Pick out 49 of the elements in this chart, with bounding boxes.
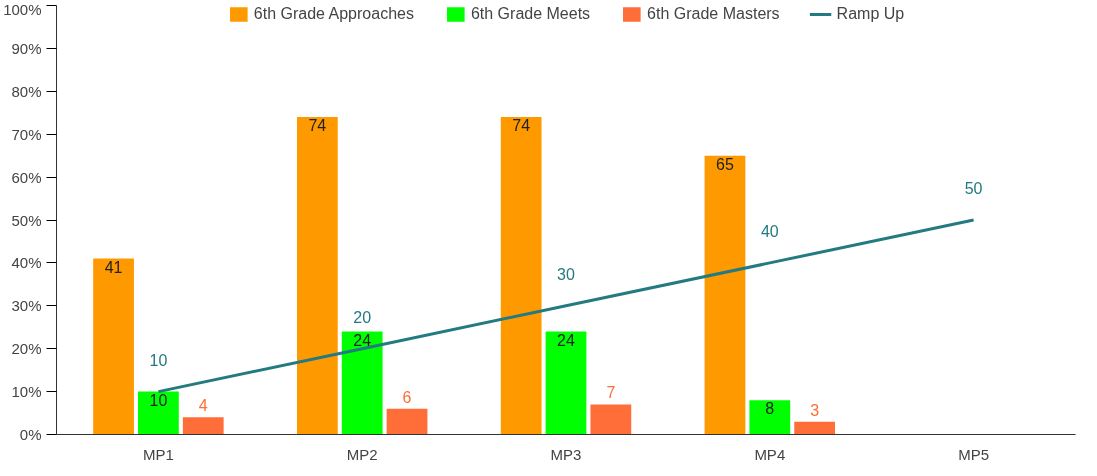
bar: [500, 117, 542, 435]
bar: [138, 391, 179, 435]
bar: [341, 331, 383, 435]
bar: [590, 404, 632, 435]
y-tick-label: 70%: [11, 125, 42, 143]
y-tick-label: 30%: [11, 297, 42, 315]
data-label: 74: [308, 117, 327, 135]
data-label: 40: [760, 222, 779, 240]
data-label: 74: [512, 117, 531, 135]
x-tick-label: MP4: [754, 445, 786, 463]
legend-label: 6th Grade Approaches: [253, 5, 414, 23]
legend-label: 6th Grade Masters: [647, 5, 780, 23]
data-label: 24: [353, 331, 372, 349]
bar: [545, 331, 587, 435]
data-label: 50: [964, 180, 983, 197]
data-label: 6: [402, 388, 412, 406]
data-label: 24: [557, 331, 575, 349]
data-label: 65: [716, 155, 734, 173]
data-label: 10: [149, 391, 168, 409]
data-label: 20: [353, 308, 372, 326]
y-tick-label: 10%: [11, 383, 42, 401]
x-tick-label: MP5: [958, 445, 990, 463]
data-label: 10: [149, 351, 168, 369]
data-label: 8: [765, 400, 775, 418]
legend-label: Ramp Up: [836, 5, 905, 23]
bar: [794, 421, 836, 435]
x-tick-label: MP1: [142, 445, 174, 463]
bar: [704, 155, 746, 435]
data-label: 41: [104, 258, 123, 276]
y-tick-label: 20%: [11, 340, 42, 358]
y-tick-label: 60%: [11, 168, 42, 186]
data-label: 7: [606, 384, 616, 402]
bar: [93, 258, 134, 435]
y-tick-label: 100%: [3, 0, 42, 18]
legend-label: 6th Grade Meets: [470, 5, 591, 23]
bar: [749, 400, 791, 435]
bar: [296, 117, 338, 435]
data-label: 3: [810, 401, 820, 419]
x-tick-label: MP2: [346, 445, 378, 463]
data-label: 30: [557, 265, 575, 283]
y-tick-label: 0%: [19, 426, 42, 443]
x-tick-label: MP3: [550, 445, 582, 463]
bar: [386, 408, 428, 435]
y-tick-label: 40%: [11, 254, 42, 272]
bar: [182, 417, 224, 435]
y-tick-label: 90%: [11, 39, 42, 57]
data-label: 4: [198, 397, 208, 415]
y-tick-label: 50%: [11, 211, 42, 229]
y-tick-label: 80%: [11, 82, 42, 100]
